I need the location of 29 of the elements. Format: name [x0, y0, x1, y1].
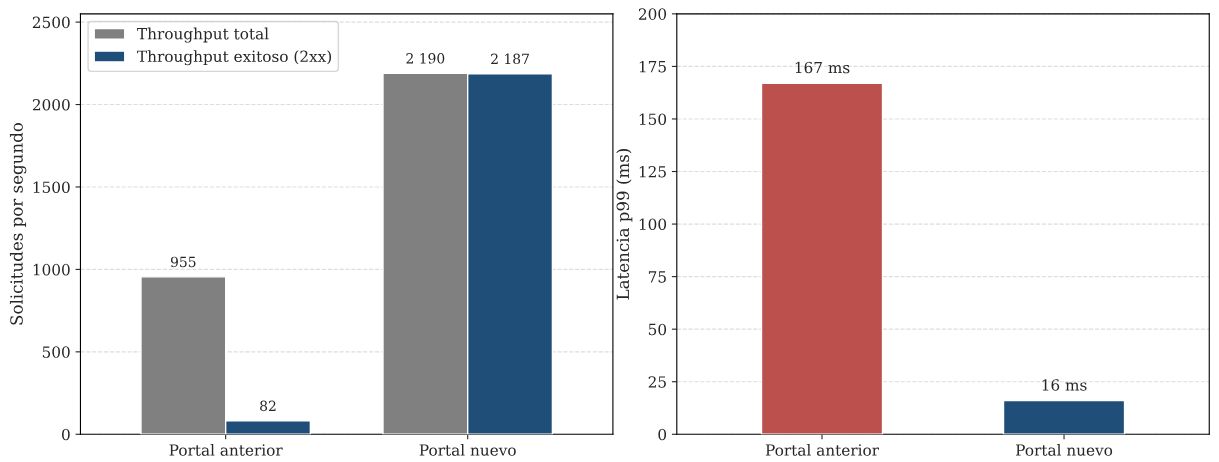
y-tick-label: 75 — [648, 271, 666, 283]
y-tick-label: 0 — [658, 428, 667, 441]
y-tick-label: 25 — [648, 376, 666, 388]
y-tick-label: 2500 — [32, 16, 70, 29]
legend-label: Throughput exitoso (2xx) — [137, 50, 332, 66]
x-tick-label: Portal anterior — [169, 444, 283, 456]
y-tick-label: 50 — [648, 323, 667, 336]
x-tick-label: Portal anterior — [765, 444, 879, 456]
data-label: 955 — [170, 256, 196, 268]
y-tick-label: 100 — [639, 218, 667, 231]
y-tick-label: 2000 — [32, 99, 70, 111]
x-tick-label: Portal nuevo — [419, 444, 516, 456]
data-label: 82 — [260, 400, 276, 412]
y-tick-label: 125 — [639, 165, 666, 178]
y-tick-label: 1500 — [33, 181, 70, 193]
y-tick-label: 150 — [639, 113, 667, 125]
y-tick-label: 500 — [42, 346, 70, 358]
legend-label: Throughput total — [137, 27, 269, 43]
y-tick-label: 175 — [639, 60, 666, 73]
x-tick-label: Portal nuevo — [1016, 444, 1113, 456]
y-tick-label: 1000 — [33, 263, 70, 276]
data-label: 16 ms — [1042, 379, 1087, 391]
data-label: 167 ms — [795, 61, 850, 74]
y-axis-title: Latencia p99 (ms) — [616, 149, 633, 300]
y-tick-label: 200 — [638, 8, 667, 20]
y-axis-title: Solicitudes por segundo — [9, 123, 27, 325]
data-label: 2 187 — [491, 53, 529, 65]
data-label: 2 190 — [406, 53, 445, 64]
y-tick-label: 0 — [62, 428, 70, 441]
